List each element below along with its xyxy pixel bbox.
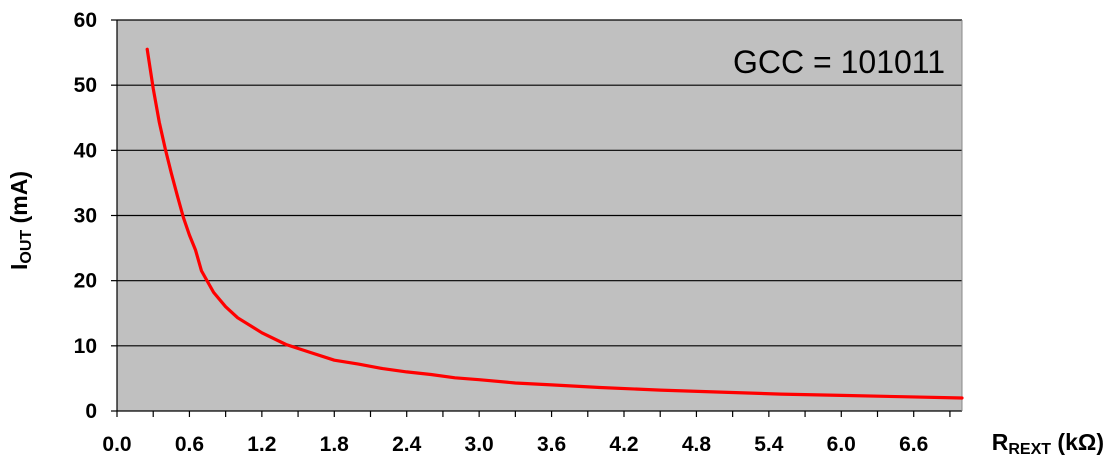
x-tick-label: 1.8 [320, 433, 350, 456]
y-tick-label: 20 [74, 270, 97, 293]
series-line [145, 47, 964, 400]
y-axis-label-unit: (mA) [6, 171, 32, 230]
x-axis-label-main: R [992, 429, 1009, 455]
x-tick-label: 2.4 [392, 433, 422, 456]
y-tick-label: 0 [85, 400, 97, 423]
y-tick-label: 40 [74, 139, 97, 162]
y-tick-labels: 0 10 20 30 40 50 60 [74, 9, 97, 423]
x-axis-label-unit: (kΩ) [1051, 429, 1104, 455]
y-axis-label: IOUT (mA) [6, 171, 35, 270]
y-tick-label: 10 [74, 335, 97, 358]
x-tick-label: 1.2 [247, 433, 276, 456]
x-tick-label: 5.4 [754, 433, 784, 456]
y-tick-label: 50 [74, 74, 97, 97]
y-axis-label-sub: OUT [18, 230, 35, 264]
x-tick-label: 3.0 [465, 433, 494, 456]
x-axis-label-sub: REXT [1008, 441, 1051, 458]
x-tick-label: 6.0 [827, 433, 856, 456]
y-tick-label: 30 [74, 205, 97, 228]
x-tick-label: 0.0 [102, 433, 131, 456]
x-tick-labels: 0.0 0.6 1.2 1.8 2.4 3.0 3.6 4.2 4.8 5.4 6.0 6.6 [102, 433, 928, 456]
y-tick-label: 60 [74, 9, 97, 32]
grid-lines [117, 19, 962, 347]
x-tick-label: 4.2 [609, 433, 638, 456]
x-tick-label: 6.6 [899, 433, 928, 456]
x-axis-label: RREXT (kΩ) [992, 429, 1104, 458]
annotation-label: GCC = 101011 [733, 44, 945, 80]
x-tick-label: 4.8 [682, 433, 712, 456]
y-axis-label-main: I [6, 264, 32, 270]
x-tick-label: 3.6 [537, 433, 566, 456]
axes [111, 19, 963, 417]
x-tick-label: 0.6 [175, 433, 204, 456]
series-layer [145, 47, 964, 400]
